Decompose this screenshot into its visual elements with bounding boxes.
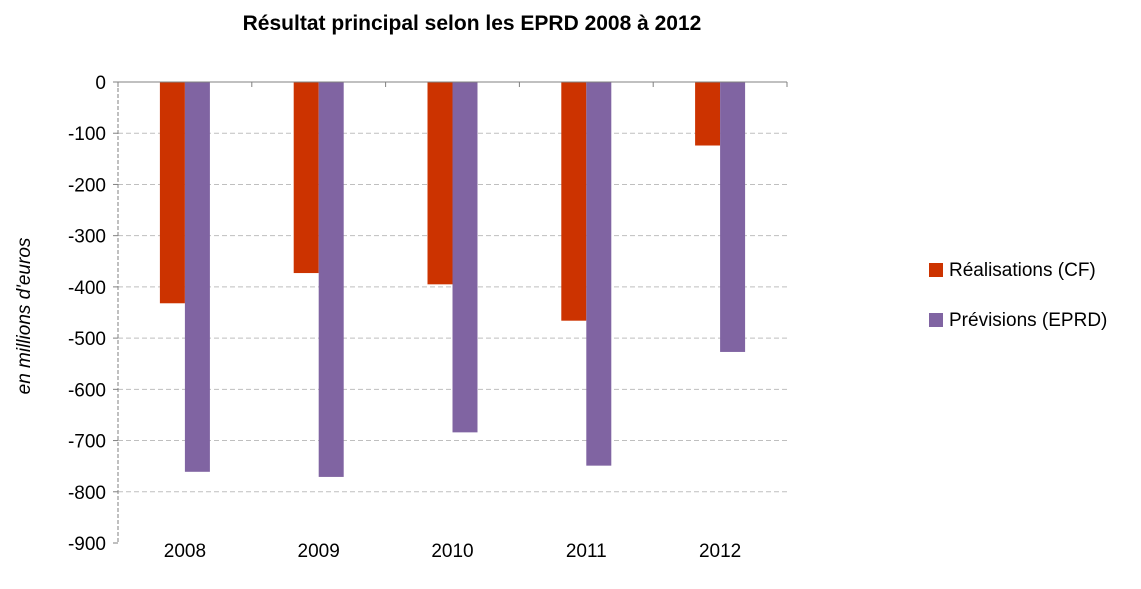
- y-tick-label: -400: [68, 278, 106, 299]
- bar-realisations-2010: [427, 82, 453, 285]
- legend-label-previsions: Prévisions (EPRD): [949, 310, 1107, 331]
- legend-swatch-previsions: [929, 313, 943, 327]
- y-tick-label: -100: [68, 124, 106, 145]
- x-tick-label: 2012: [699, 541, 741, 562]
- y-axis-label: en millions d'euros: [14, 237, 35, 394]
- bar-previsions-2011: [586, 82, 612, 466]
- bar-previsions-2012: [720, 82, 746, 352]
- bar-realisations-2008: [159, 82, 185, 304]
- y-tick-label: -500: [68, 329, 106, 350]
- axes: [113, 81, 788, 544]
- bar-previsions-2009: [318, 82, 344, 477]
- y-tick-label: -200: [68, 175, 106, 196]
- tick-labels: 0 -100 -200 -300 -400 -500 -600 -700 -800 -900 200…: [68, 73, 741, 562]
- y-tick-label: -300: [68, 227, 106, 248]
- x-tick-label: 2011: [566, 541, 607, 562]
- bar-previsions-2008: [184, 82, 210, 472]
- bar-realisations-2011: [561, 82, 587, 321]
- x-tick-label: 2010: [431, 541, 473, 562]
- y-tick-label: 0: [95, 73, 106, 94]
- y-tick-label: -900: [68, 534, 106, 555]
- bar-realisations-2012: [695, 82, 721, 146]
- x-tick-label: 2009: [298, 541, 340, 562]
- y-tick-label: -700: [68, 432, 106, 453]
- legend-label-realisations: Réalisations (CF): [949, 260, 1096, 281]
- y-tick-label: -800: [68, 483, 106, 504]
- chart-title: Résultat principal selon les EPRD 2008 à…: [243, 12, 702, 35]
- bar-previsions-2010: [452, 82, 478, 433]
- bar-realisations-2009: [293, 82, 319, 274]
- legend: Réalisations (CF) Prévisions (EPRD): [929, 260, 1107, 331]
- bars: [159, 82, 746, 477]
- legend-swatch-realisations: [929, 263, 943, 277]
- y-tick-label: -600: [68, 380, 106, 401]
- x-tick-label: 2008: [164, 541, 206, 562]
